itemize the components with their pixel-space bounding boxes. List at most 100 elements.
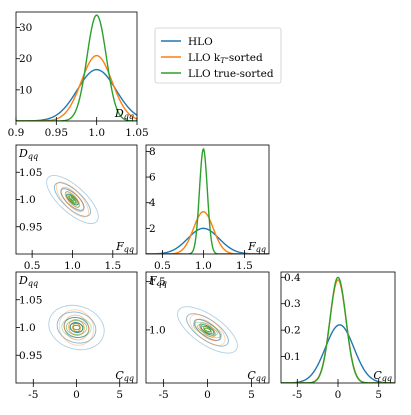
x-tick-label: 5	[248, 389, 255, 401]
plot-area	[16, 14, 137, 121]
legend-label-llo-kt: LLO kT-sorted	[188, 52, 263, 65]
contour-hlo	[48, 304, 105, 351]
legend-label-llo-true: LLO true-sorted	[188, 68, 274, 80]
contour-llo-kt	[58, 309, 95, 346]
y-tick-label: 1.05	[19, 294, 42, 306]
y-tick-label: 1.0	[19, 194, 36, 206]
y-tick-label: 1.5	[149, 276, 166, 288]
y-tick-label: 0.3	[284, 298, 301, 310]
y-tick-label: 0.1	[284, 351, 301, 363]
legend: HLO LLO kT-sorted LLO true-sorted	[154, 27, 282, 84]
y-axis-label: Dqq	[18, 274, 38, 288]
contour-hlo	[177, 306, 238, 354]
y-tick-label: 0.95	[19, 350, 42, 362]
contour-llo-true	[67, 193, 78, 206]
x-tick-label: 1.0	[88, 127, 105, 139]
plot-area	[146, 147, 269, 254]
plot-area	[177, 306, 238, 354]
x-tick-label: 0.5	[24, 260, 41, 272]
x-tick-label: 0.95	[45, 127, 68, 139]
panel-D-vs-F: 0.5 1.0 1.5 0.95 1.0 1.05 Fqq Dqq	[15, 144, 138, 272]
contour-llo-true	[200, 325, 215, 334]
plot-area	[281, 276, 395, 383]
contour-llo-true	[65, 191, 80, 208]
x-axis-label: Cqq	[115, 369, 134, 383]
y-tick-label: 0.2	[284, 325, 301, 337]
y-tick-label: 8	[149, 146, 156, 158]
plot-area	[48, 304, 105, 351]
y-tick-label: 0.4	[284, 272, 301, 284]
y-tick-label: 6	[149, 172, 156, 184]
panel-F-marginal: 0.5 1.0 1.5 2 4 6 8 Fqq	[145, 144, 270, 272]
contour-llo-kt	[68, 319, 85, 336]
y-tick-label: 10	[19, 84, 32, 96]
x-tick-label: 0.9	[8, 127, 25, 139]
x-tick-label: 1.0	[195, 260, 212, 272]
x-axis-label: Cqq	[247, 369, 266, 383]
axes-frame	[145, 144, 270, 255]
legend-box	[154, 27, 282, 84]
x-tick-label: 0.5	[154, 260, 171, 272]
contour-hlo	[56, 311, 97, 344]
contour-hlo	[200, 324, 215, 336]
density-line-llo-true	[281, 276, 395, 383]
y-tick-label: 0.95	[19, 221, 42, 233]
x-tick-label: 0	[335, 389, 342, 401]
y-axis-label: Fqq	[148, 274, 167, 288]
x-tick-label: 1.5	[236, 260, 253, 272]
contour-llo-true	[61, 317, 92, 338]
contour-llo-kt	[72, 323, 81, 332]
panel-F-vs-C: -5 0 5 1.0 1.5 Cqq Fqq	[145, 271, 270, 401]
contour-llo-kt	[60, 186, 85, 213]
contour-hlo	[53, 182, 91, 217]
panel-D-vs-C: -5 0 5 0.95 1.0 1.05 Cqq Dqq	[15, 271, 138, 401]
contour-hlo	[193, 319, 222, 341]
y-tick-label: 2	[149, 223, 156, 235]
density-line-llo-true	[16, 14, 137, 121]
contour-llo-kt	[194, 318, 221, 342]
x-tick-label: -5	[28, 389, 38, 401]
x-tick-label: -5	[292, 389, 302, 401]
contour-llo-true	[203, 327, 212, 333]
contour-hlo	[66, 193, 79, 206]
y-tick-label: 4	[149, 197, 156, 209]
x-tick-label: 5	[375, 389, 382, 401]
y-tick-label: 30	[19, 22, 32, 34]
contour-llo-kt	[55, 181, 90, 218]
contour-hlo	[60, 188, 85, 211]
y-tick-label: 1.05	[19, 167, 42, 179]
x-axis-label: Cqq	[373, 369, 392, 383]
y-tick-label: 20	[19, 53, 32, 65]
density-line-llo-true	[146, 147, 269, 254]
panel-D-marginal: 0.9 0.95 1.0 1.05 10 20 30 Dqq	[8, 11, 149, 139]
contour-hlo	[186, 313, 229, 347]
x-tick-label: 0	[204, 389, 211, 401]
y-tick-label: 1.0	[149, 324, 166, 336]
x-tick-label: 5	[116, 389, 123, 401]
x-axis-label: Fqq	[115, 240, 134, 254]
x-tick-label: 0	[73, 389, 80, 401]
legend-label-hlo: HLO	[188, 36, 213, 48]
contour-llo-true	[192, 321, 223, 339]
contour-llo-kt	[64, 191, 81, 208]
contour-llo-kt	[189, 314, 226, 346]
density-line-llo-kt	[281, 279, 395, 383]
x-axis-label: Dqq	[114, 107, 134, 121]
density-line-hlo	[281, 324, 395, 383]
y-axis-label: Dqq	[18, 147, 38, 161]
contour-llo-true	[69, 322, 84, 333]
x-tick-label: 1.05	[125, 127, 148, 139]
x-tick-label: 1.0	[64, 260, 81, 272]
x-tick-label: -5	[158, 389, 168, 401]
contour-llo-true	[69, 195, 76, 204]
plot-area	[46, 175, 99, 224]
contour-llo-true	[197, 324, 218, 336]
contour-llo-kt	[63, 314, 90, 341]
contour-llo-true	[65, 320, 88, 335]
y-tick-label: 1.0	[19, 322, 36, 334]
x-axis-label: Fqq	[247, 240, 266, 254]
x-tick-label: 1.5	[104, 260, 121, 272]
contour-hlo	[46, 175, 99, 224]
contour-llo-true	[72, 324, 81, 331]
